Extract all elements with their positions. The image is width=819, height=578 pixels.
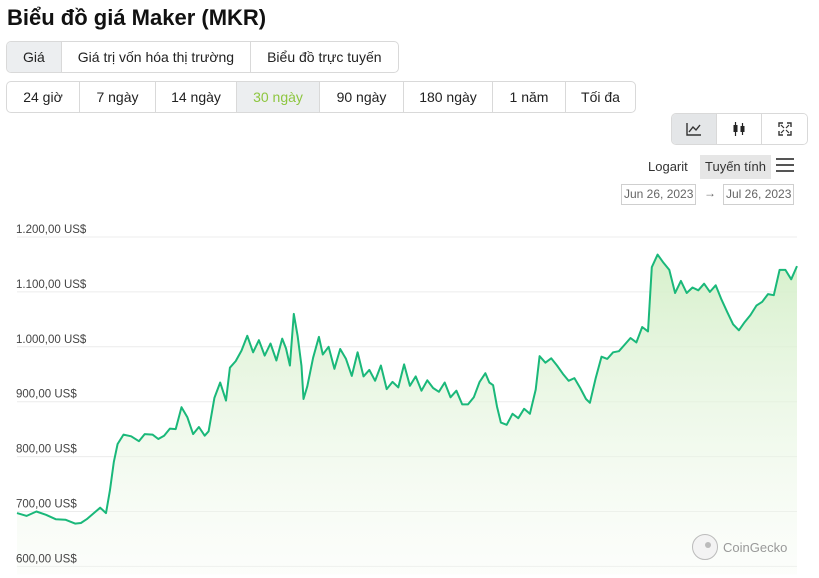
line-chart-icon: [686, 123, 701, 136]
date-to-field[interactable]: Jul 26, 2023: [723, 184, 795, 205]
y-tick-label: 1.000,00 US$: [16, 334, 87, 346]
watermark-text: CoinGecko: [723, 539, 788, 555]
y-tick-label: 900,00 US$: [16, 389, 77, 401]
menu-icon[interactable]: [776, 158, 794, 172]
y-tick-label: 600,00 US$: [16, 553, 77, 565]
y-tick-label: 1.100,00 US$: [16, 279, 87, 291]
tab-live-chart[interactable]: Biểu đồ trực tuyến: [267, 49, 382, 65]
scale-logarithmic[interactable]: Logarit: [648, 159, 688, 174]
coingecko-watermark: CoinGecko: [692, 534, 787, 560]
y-tick-label: 1.200,00 US$: [16, 224, 87, 236]
chart-tabs: Giá Giá trị vốn hóa thị trường Biểu đồ t…: [6, 41, 399, 73]
range-14d[interactable]: 14 ngày: [156, 82, 237, 112]
y-tick-label: 700,00 US$: [16, 499, 77, 511]
time-range-selector: 24 giờ 7 ngày 14 ngày 30 ngày 90 ngày 18…: [6, 81, 636, 113]
date-from-field[interactable]: Jun 26, 2023: [621, 184, 697, 205]
y-tick-label: 800,00 US$: [16, 444, 77, 456]
chart-type-selector: [671, 113, 808, 145]
range-max[interactable]: Tối đa: [581, 89, 620, 105]
range-180d[interactable]: 180 ngày: [404, 82, 493, 112]
candlestick-icon: [733, 122, 745, 136]
range-30d[interactable]: 30 ngày: [237, 82, 320, 112]
fullscreen-icon: [777, 122, 792, 136]
page-title: Biểu đồ giá Maker (MKR): [7, 5, 267, 30]
range-7d[interactable]: 7 ngày: [80, 82, 156, 112]
candlestick-button[interactable]: [717, 114, 762, 144]
tab-market-cap[interactable]: Giá trị vốn hóa thị trường: [62, 42, 252, 72]
range-1y[interactable]: 1 năm: [493, 82, 566, 112]
price-area-fill: [17, 254, 797, 575]
line-chart-button[interactable]: [672, 114, 717, 144]
price-chart[interactable]: 1.200,00 US$ 1.100,00 US$ 1.000,00 US$ 900,…: [0, 214, 819, 578]
price-series-line: [16, 253, 798, 525]
fullscreen-button[interactable]: [762, 114, 807, 144]
tab-price[interactable]: Giá: [7, 42, 62, 72]
range-24h[interactable]: 24 giờ: [7, 82, 80, 112]
date-range-arrow: →: [704, 186, 716, 200]
range-90d[interactable]: 90 ngày: [320, 82, 404, 112]
coingecko-logo-icon: [692, 534, 718, 560]
scale-linear[interactable]: Tuyến tính: [700, 155, 771, 179]
